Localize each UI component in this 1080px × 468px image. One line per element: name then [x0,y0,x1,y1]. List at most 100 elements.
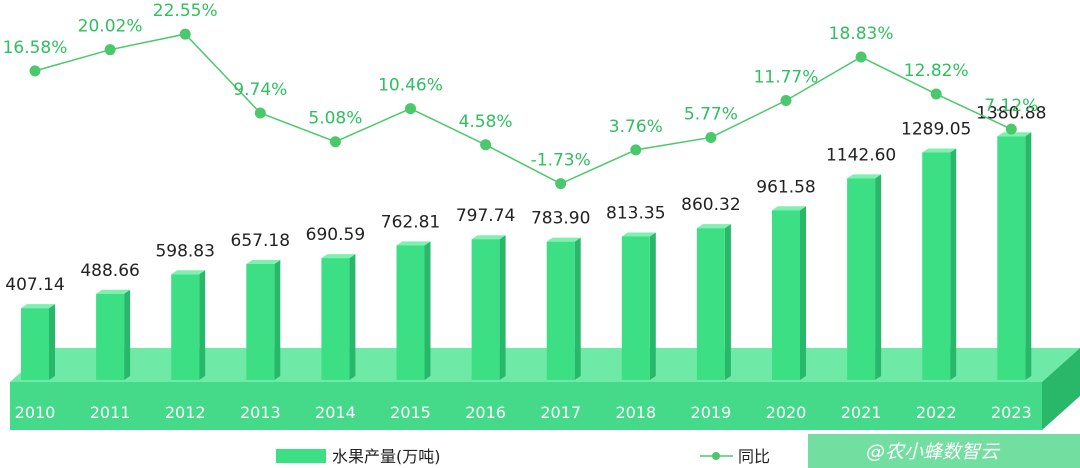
bar-value-label: 407.14 [5,275,64,295]
bar-front [621,236,650,380]
growth-point [1005,123,1017,135]
growth-value-label: 9.74% [233,80,287,100]
bar [847,174,882,380]
bar-value-label: 860.32 [681,195,740,215]
bar [246,260,281,380]
bar [546,237,581,380]
bar-side [349,254,356,380]
bar-value-label: 961.58 [756,177,815,197]
growth-value-label: 4.58% [459,112,513,132]
bar-value-label: 1142.60 [826,145,896,165]
bar-front [96,293,125,380]
watermark-text: @农小蜂数智云 [866,441,1001,463]
bar [696,224,731,380]
x-tick-label: 2014 [315,403,356,422]
bar-front [396,245,425,380]
growth-point [555,178,567,190]
watermark-background [808,434,1080,468]
bar-front [171,274,200,380]
bar-front [922,152,951,380]
bar [171,270,206,380]
bar-value-label: 813.35 [606,203,665,223]
bar-value-label: 1289.05 [901,119,971,139]
growth-point [780,94,792,106]
bar [922,148,957,380]
bar-side [499,235,506,380]
growth-point [405,103,416,115]
bar-top [96,289,131,294]
bar [21,304,55,380]
growth-value-label: 7.12% [984,96,1038,116]
bar-front [21,308,49,380]
bar-top [396,241,431,246]
bar-series [21,132,1032,380]
growth-point [254,107,266,119]
x-tick-label: 2015 [390,403,431,422]
floor-top [10,348,1080,382]
growth-point [29,65,41,77]
bar-side [124,289,131,380]
x-tick-label: 2018 [615,403,656,422]
growth-value-label: 20.02% [78,17,143,37]
watermark: @农小蜂数智云 [808,434,1080,468]
bar-top [471,235,506,240]
bar-front [847,178,876,380]
x-tick-label: 2012 [165,403,206,422]
growth-value-label: 11.77% [754,67,819,87]
x-tick-label: 2020 [766,403,807,422]
growth-value-label: 18.83% [829,24,894,44]
bar [396,241,431,380]
growth-point [329,136,341,148]
growth-value-label: 3.76% [609,117,663,137]
bar [471,235,506,380]
growth-value-label: 10.46% [378,76,443,96]
bar [621,232,656,380]
bar-side [875,174,882,380]
bar-front [321,258,350,380]
bar-value-label: 797.74 [456,206,515,226]
growth-line [34,33,1012,185]
bar-side [1025,132,1032,380]
x-tick-label: 2011 [90,403,131,422]
x-tick-label: 2022 [916,403,957,422]
growth-point [855,51,867,63]
legend-line-label: 同比 [738,447,770,466]
growth-point [480,139,492,151]
bar-value-label: 598.83 [155,241,214,261]
bar-side [649,232,656,380]
bar-side [950,148,957,380]
bar-top [321,254,356,259]
bar-side [424,241,431,380]
bar-value-label: 783.90 [531,209,590,229]
growth-value-label: 5.08% [308,109,362,129]
bar-value-labels: 407.14 488.66 598.83 657.18 690.59 762.81 797.… [5,103,1046,295]
x-axis-labels: 2010 2011 2012 2013 2014 2015 2016 2017 2018 2019… [15,403,1032,422]
growth-line-series [29,28,1017,190]
bar-top [847,174,882,179]
growth-value-label: 16.58% [3,38,68,58]
x-tick-label: 2021 [841,403,882,422]
x-tick-label: 2019 [691,403,732,422]
bar [321,254,356,380]
legend-bar-label: 水果产量(万吨) [332,447,441,466]
bar-side [274,260,281,380]
bar-side [574,237,581,380]
bar-top [171,270,206,275]
growth-value-label: 12.82% [904,61,969,81]
bar-front [471,239,500,380]
floor-front [10,382,1042,430]
growth-point [930,88,942,100]
bar-side [800,206,806,380]
growth-value-label: 22.55% [153,1,218,21]
x-tick-label: 2017 [540,403,581,422]
bar-front [246,264,275,380]
bar [772,206,806,380]
growth-value-label: 5.77% [684,104,738,124]
x-tick-label: 2016 [465,403,506,422]
bar-top [21,304,55,309]
bar-side [49,304,55,380]
bar-value-label: 762.81 [381,212,440,232]
bar-value-label: 690.59 [306,225,365,245]
bar-top [696,224,731,229]
